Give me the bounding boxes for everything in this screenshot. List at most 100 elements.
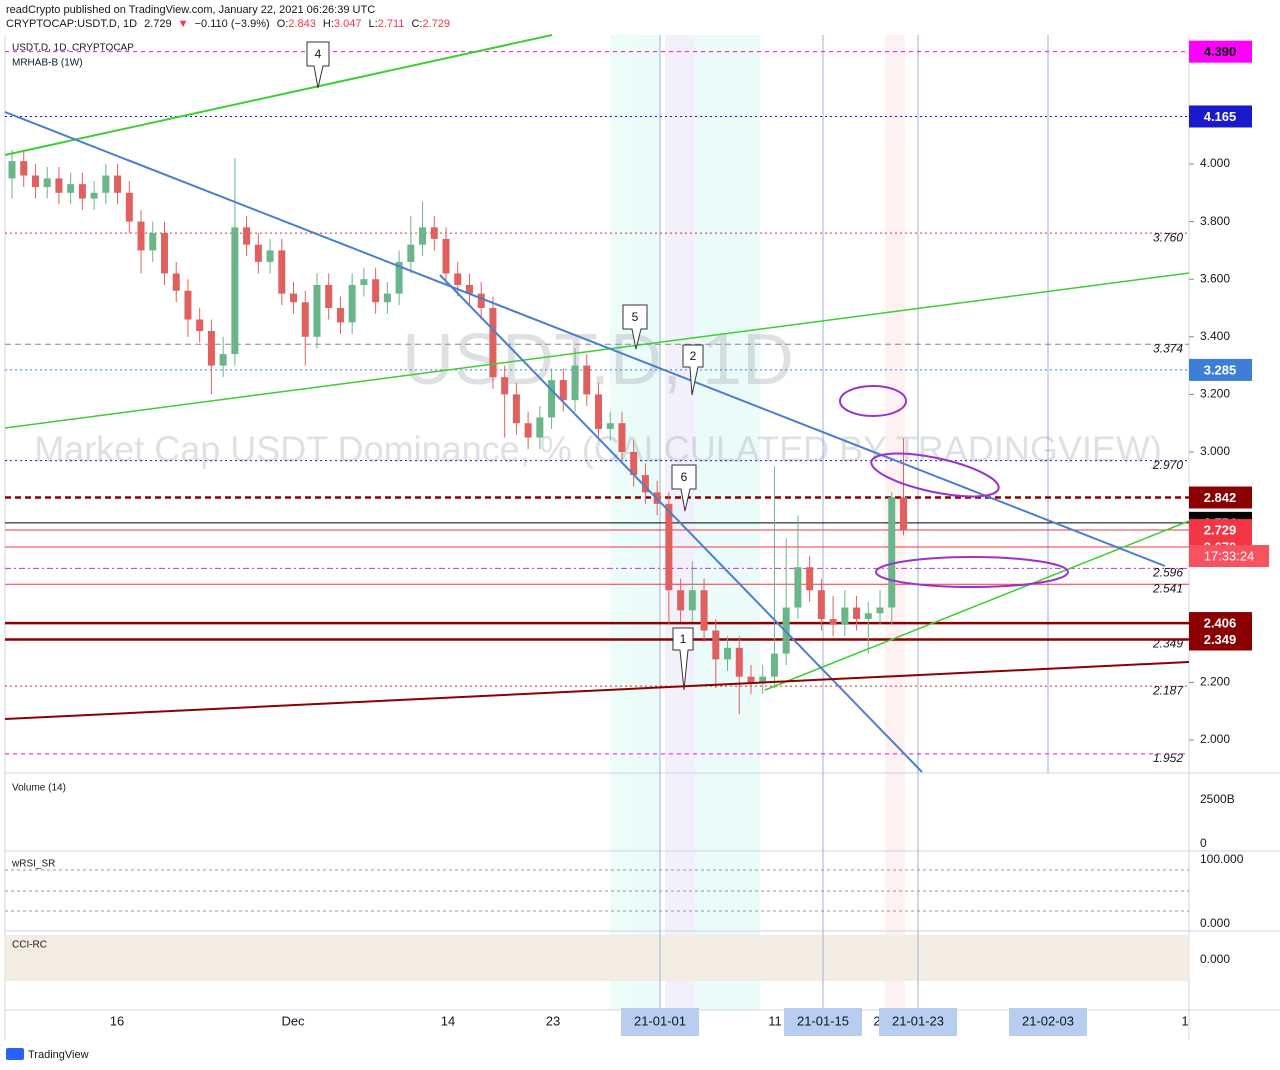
price-tag (1189, 358, 1252, 381)
callout-label: 5 (632, 310, 639, 324)
candle-body (641, 475, 649, 493)
candle-body (571, 365, 579, 401)
pane-tick: 100.000 (1200, 852, 1244, 866)
candle-body (465, 284, 473, 294)
time-label: 14 (441, 1013, 455, 1028)
candle-body (489, 308, 497, 378)
candle-body (583, 365, 591, 395)
price-tick-label: 4.000 (1200, 156, 1230, 170)
candle-body (243, 227, 251, 245)
price-tag-label: 4.390 (1204, 44, 1237, 59)
ohlc-value: 3.047 (334, 18, 362, 30)
pane-tick: 0.000 (1200, 916, 1230, 930)
level-label: 2.596 (1152, 566, 1183, 580)
candle-body (102, 175, 110, 193)
callout (622, 304, 648, 350)
time-label: 21-01-15 (797, 1013, 849, 1028)
price-tag-label: 4.165 (1204, 109, 1237, 124)
cci-band (5, 935, 1189, 981)
time-tag (621, 1008, 699, 1036)
callouts (306, 41, 704, 691)
candle-body (524, 423, 532, 438)
price-tick-label: 3.800 (1200, 214, 1230, 228)
candle-body (630, 452, 638, 476)
legend-symbol: USDT.D, 1D, CRYPTOCAP (12, 43, 134, 54)
candle-body (454, 273, 462, 285)
candle-body (888, 497, 896, 608)
callout-label: 6 (681, 470, 688, 484)
trendline (764, 520, 1190, 691)
trendline (4, 111, 1166, 567)
trendline (4, 34, 553, 156)
candle-body (55, 178, 63, 193)
callout (671, 464, 697, 512)
candle-body (137, 221, 145, 251)
candle-body (688, 590, 696, 611)
time-label: Dec (281, 1013, 305, 1028)
price-tick-label: 2.000 (1200, 732, 1230, 746)
candle-body (67, 184, 75, 193)
price-tag-label: 2.349 (1204, 632, 1237, 647)
time-label: 21-01-23 (892, 1013, 944, 1028)
price-tag-label: 3.285 (1204, 362, 1237, 377)
level-label: 3.374 (1153, 341, 1183, 355)
symbol: CRYPTOCAP:USDT.D, 1D (6, 18, 137, 30)
candle-body (665, 503, 673, 591)
price-tick-label: 3.200 (1200, 387, 1230, 401)
price-tags: 4.3904.1653.2852.8422.7542.7292.6702.406… (1189, 40, 1269, 651)
candle-body (383, 293, 391, 303)
arrow: ▼ (178, 18, 189, 30)
candle-body (712, 630, 720, 660)
candle-body (114, 175, 122, 193)
footer: TradingView (28, 1049, 89, 1061)
circle-mark (870, 452, 1000, 498)
time-label: 16 (110, 1013, 124, 1028)
candle-body (196, 319, 204, 332)
price-tick-label: 3.000 (1200, 444, 1230, 458)
candle-body (477, 293, 485, 308)
circle-mark (839, 385, 907, 417)
candle-body (853, 607, 861, 620)
candle-body (442, 238, 450, 274)
candle-body (770, 653, 778, 677)
candle-body (817, 590, 825, 620)
circle-mark (875, 556, 1069, 588)
candle-body (360, 279, 368, 285)
pane-tick: 2500B (1200, 792, 1235, 806)
time-label: 21-02-03 (1022, 1013, 1074, 1028)
candle-body (290, 293, 298, 303)
candle-body (160, 233, 168, 274)
trendline (4, 661, 1190, 720)
callout (672, 627, 694, 691)
trendlines (4, 34, 1190, 773)
time-label: 23 (546, 1013, 560, 1028)
callout (306, 41, 330, 89)
candle-body (407, 244, 415, 262)
time-tag (784, 1008, 862, 1036)
price-tag (1189, 628, 1252, 651)
ohlc-label: L: (369, 18, 378, 30)
ohlc-label: H: (323, 18, 334, 30)
price-tag (1189, 519, 1252, 542)
candle-body (336, 308, 344, 323)
time-label: 2 (873, 1013, 880, 1028)
candle-body (90, 192, 98, 199)
price-tick-label: 3.600 (1200, 271, 1230, 285)
candle-body (606, 423, 614, 429)
candle-body (829, 619, 837, 625)
callout-label: 4 (315, 47, 322, 61)
time-label: 11 (768, 1013, 782, 1028)
candle-body (677, 590, 685, 611)
time-axis: 16 Dec 14 23 21-01-01 11 21-01-15 2 21-01-23 21-0… (110, 1008, 1189, 1036)
pane-tick: 0 (1200, 836, 1207, 850)
time-label: 1 (1181, 1013, 1188, 1028)
candle-body (125, 192, 133, 222)
last: 2.729 (144, 18, 172, 30)
ohlc-value: 2.843 (288, 18, 316, 30)
candle-body (747, 676, 755, 683)
candles (8, 149, 907, 715)
candle-body (536, 417, 544, 438)
